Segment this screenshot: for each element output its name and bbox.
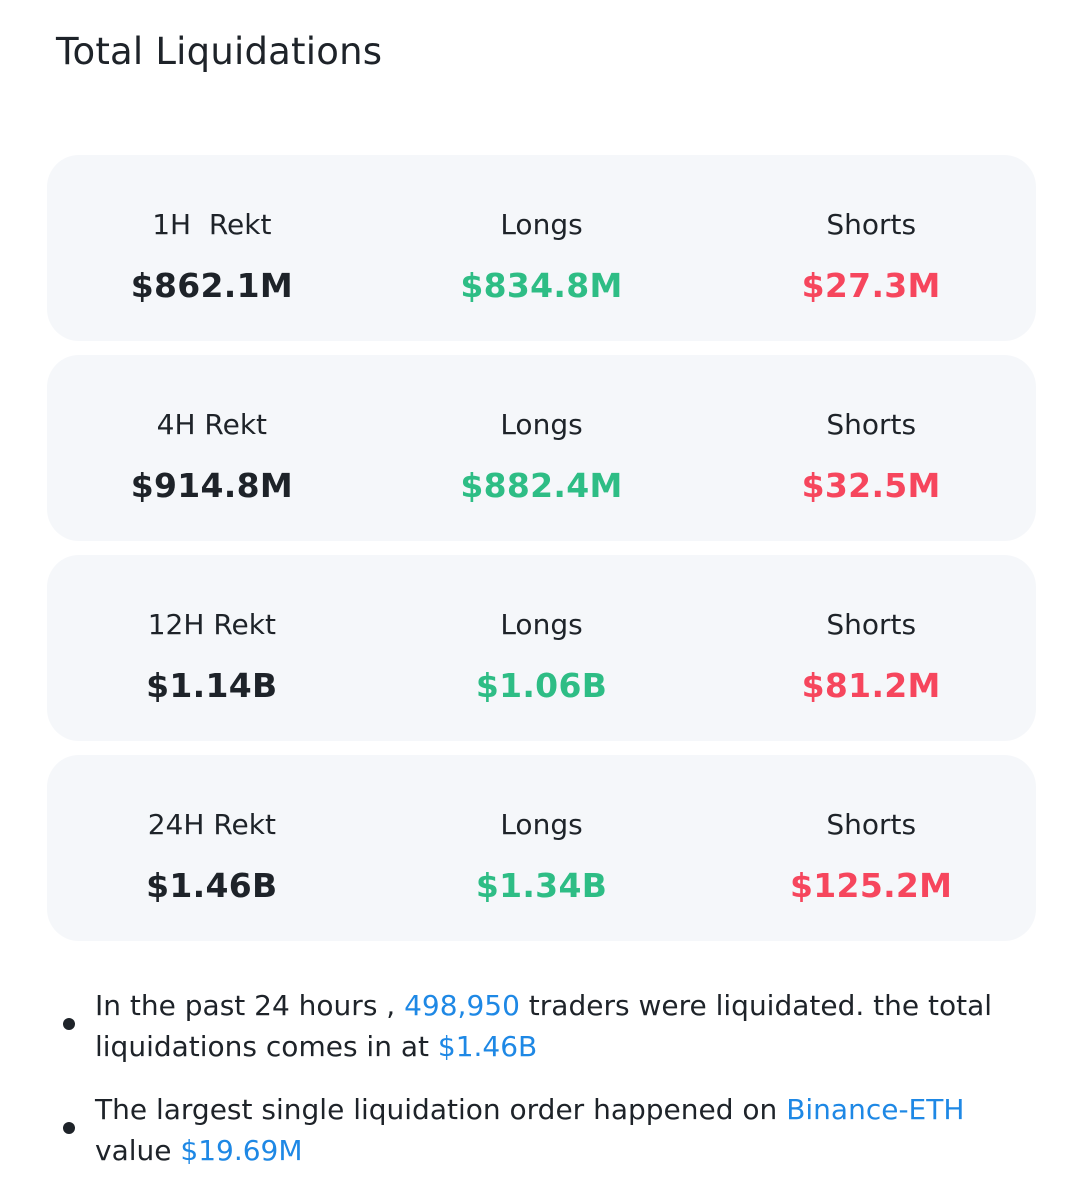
period-label: 1H Rekt — [152, 208, 272, 241]
page-title: Total Liquidations — [56, 30, 383, 73]
longs-label: Longs — [500, 408, 583, 441]
liquidation-card-1h: 1H Rekt $862.1M Longs $834.8M Shorts $27… — [47, 155, 1036, 341]
longs-value: $1.34B — [475, 866, 608, 905]
exchange-pair-link[interactable]: Binance-ETH — [786, 1093, 965, 1126]
total-value: $862.1M — [130, 266, 293, 305]
liquidation-cards: 1H Rekt $862.1M Longs $834.8M Shorts $27… — [47, 155, 1036, 955]
shorts-column: Shorts $81.2M — [706, 555, 1036, 741]
longs-value: $882.4M — [460, 466, 623, 505]
longs-value: $1.06B — [475, 666, 608, 705]
summary-notes: In the past 24 hours , 498,950 traders w… — [56, 985, 1016, 1193]
shorts-label: Shorts — [826, 608, 917, 641]
longs-value: $834.8M — [460, 266, 623, 305]
shorts-value: $81.2M — [801, 666, 941, 705]
longs-label: Longs — [500, 808, 583, 841]
note-text: value — [95, 1134, 181, 1167]
total-column: 24H Rekt $1.46B — [47, 755, 377, 941]
longs-column: Longs $834.8M — [377, 155, 707, 341]
traders-liquidated-note: In the past 24 hours , 498,950 traders w… — [56, 985, 1016, 1067]
shorts-column: Shorts $125.2M — [706, 755, 1036, 941]
total-column: 1H Rekt $862.1M — [47, 155, 377, 341]
note-text: In the past 24 hours , — [95, 989, 405, 1022]
period-label: 4H Rekt — [156, 408, 268, 441]
total-value: $914.8M — [130, 466, 293, 505]
shorts-value: $125.2M — [790, 866, 953, 905]
shorts-label: Shorts — [826, 808, 917, 841]
longs-column: Longs $1.34B — [377, 755, 707, 941]
total-value: $1.46B — [146, 866, 278, 905]
period-label: 24H Rekt — [147, 808, 276, 841]
shorts-column: Shorts $27.3M — [706, 155, 1036, 341]
bullet-icon — [63, 1018, 75, 1030]
total-liquidations-link[interactable]: $1.46B — [437, 1030, 538, 1063]
bullet-icon — [63, 1122, 75, 1134]
longs-label: Longs — [500, 608, 583, 641]
total-column: 12H Rekt $1.14B — [47, 555, 377, 741]
largest-order-note: The largest single liquidation order hap… — [56, 1089, 1016, 1171]
liquidation-card-12h: 12H Rekt $1.14B Longs $1.06B Shorts $81.… — [47, 555, 1036, 741]
shorts-value: $32.5M — [801, 466, 941, 505]
liquidation-card-24h: 24H Rekt $1.46B Longs $1.34B Shorts $125… — [47, 755, 1036, 941]
shorts-value: $27.3M — [801, 266, 941, 305]
shorts-label: Shorts — [826, 408, 917, 441]
shorts-column: Shorts $32.5M — [706, 355, 1036, 541]
total-value: $1.14B — [146, 666, 278, 705]
longs-column: Longs $882.4M — [377, 355, 707, 541]
shorts-label: Shorts — [826, 208, 917, 241]
longs-column: Longs $1.06B — [377, 555, 707, 741]
period-label: 12H Rekt — [147, 608, 276, 641]
traders-count-link[interactable]: 498,950 — [404, 989, 520, 1022]
largest-order-value-link[interactable]: $19.69M — [180, 1134, 303, 1167]
total-column: 4H Rekt $914.8M — [47, 355, 377, 541]
liquidation-card-4h: 4H Rekt $914.8M Longs $882.4M Shorts $32… — [47, 355, 1036, 541]
longs-label: Longs — [500, 208, 583, 241]
note-text: The largest single liquidation order hap… — [95, 1093, 787, 1126]
note-text: traders were liquidated. the total liqui… — [95, 989, 993, 1063]
